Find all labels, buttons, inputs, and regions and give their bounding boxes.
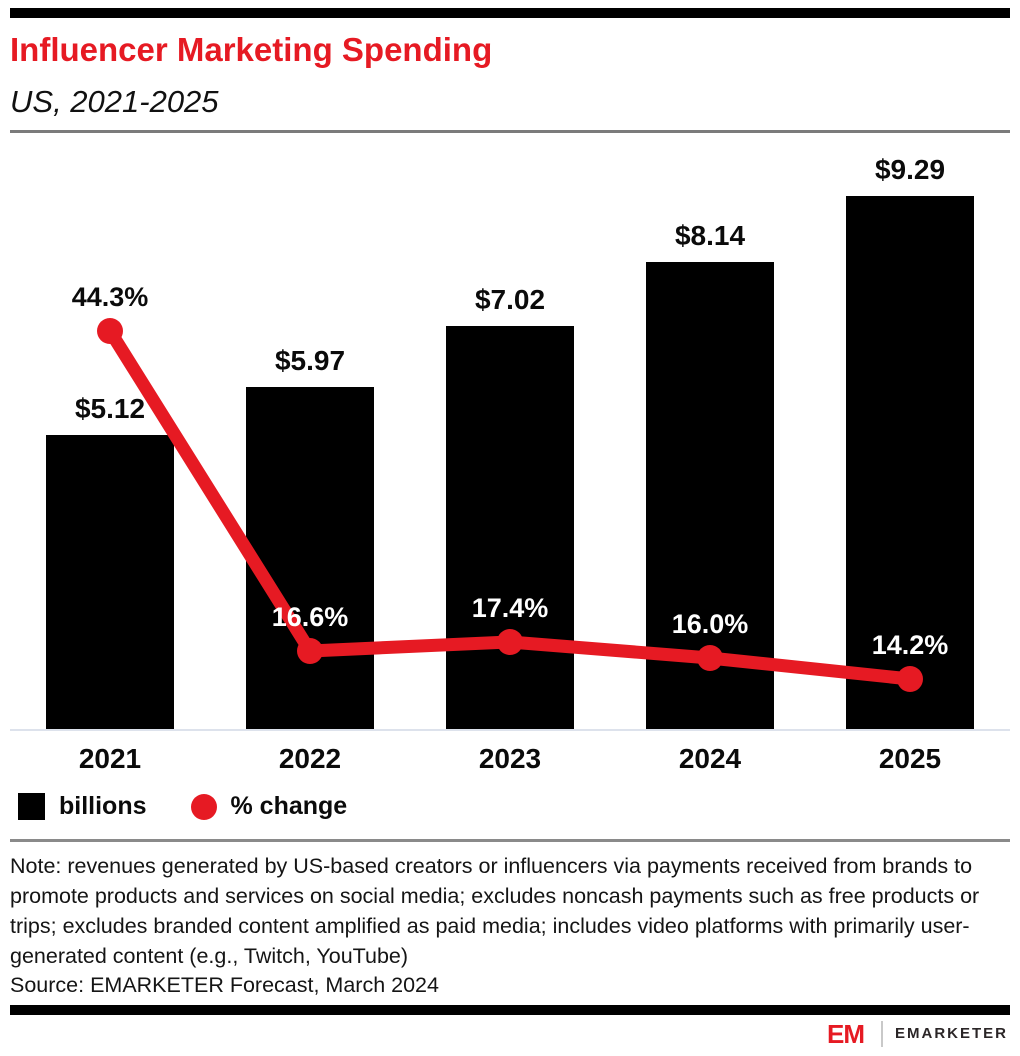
legend-item---change: % change <box>190 792 348 821</box>
x-axis-label-2024: 2024 <box>678 742 742 774</box>
pct-change-marker-2025 <box>897 665 923 692</box>
svg-text:EM: EM <box>827 1020 864 1048</box>
header-divider <box>10 129 1010 133</box>
chart-area: $5.12 $5.97 $7.02 $8.14 $9.29 44.3% 16.6% 17.4%… <box>10 133 1010 733</box>
x-axis-line <box>10 728 1010 731</box>
pct-change-marker-2021 <box>97 317 123 344</box>
page-subtitle: US, 2021-2025 <box>10 83 219 119</box>
bottom-accent-bar <box>10 1004 1010 1015</box>
bar-2023 <box>446 325 574 729</box>
bar-2021 <box>46 434 174 729</box>
x-axis-label-2021: 2021 <box>78 742 142 774</box>
x-axis-label-2022: 2022 <box>278 742 342 774</box>
emarketer-logo-icon: EM <box>827 1020 865 1048</box>
top-accent-bar <box>10 8 1010 18</box>
bar-value-label-2022: $5.97 <box>274 344 346 376</box>
pct-change-label-2021: 44.3% <box>71 281 149 312</box>
pct-change-marker-2024 <box>697 644 723 671</box>
pct-change-label-2024: 16.0% <box>671 608 749 639</box>
legend-label: % change <box>230 792 348 821</box>
page: Influencer Marketing Spending US, 2021-2… <box>0 8 1020 1053</box>
pct-change-marker-2023 <box>497 628 523 655</box>
bar-2025 <box>846 195 974 729</box>
bar-2022 <box>246 386 374 729</box>
pct-change-line <box>97 317 923 692</box>
logo-divider <box>880 1020 883 1047</box>
chart-note: Note: revenues generated by US-based cre… <box>10 853 980 968</box>
pct-change-marker-2022 <box>297 637 323 664</box>
legend-item-billions: billions <box>18 792 147 821</box>
chart-source: Source: EMARKETER Forecast, March 2024 <box>10 972 439 997</box>
legend-label: billions <box>59 792 147 821</box>
chart-legend: billions % change <box>10 787 1010 827</box>
legend-divider <box>10 838 1010 842</box>
bar-value-label-2024: $8.14 <box>674 219 746 251</box>
x-axis-label-2025: 2025 <box>878 742 942 774</box>
pct-change-label-2023: 17.4% <box>471 592 549 623</box>
brand-row: EM EMARKETER <box>10 1015 1010 1053</box>
legend-swatch-square <box>18 793 45 821</box>
x-axis-labels: 2021 2022 2023 2024 2025 <box>10 733 1010 785</box>
pct-change-label-2022: 16.6% <box>271 601 349 632</box>
brand-name: EMARKETER <box>894 1025 1008 1043</box>
x-axis-label-2023: 2023 <box>478 742 542 774</box>
bar-value-label-2023: $7.02 <box>474 283 546 315</box>
bar-value-label-2021: $5.12 <box>74 392 146 424</box>
pct-change-label-2025: 14.2% <box>871 629 949 660</box>
page-title: Influencer Marketing Spending <box>10 31 493 68</box>
legend-swatch-circle <box>190 793 217 820</box>
bar-value-label-2025: $9.29 <box>874 153 946 185</box>
